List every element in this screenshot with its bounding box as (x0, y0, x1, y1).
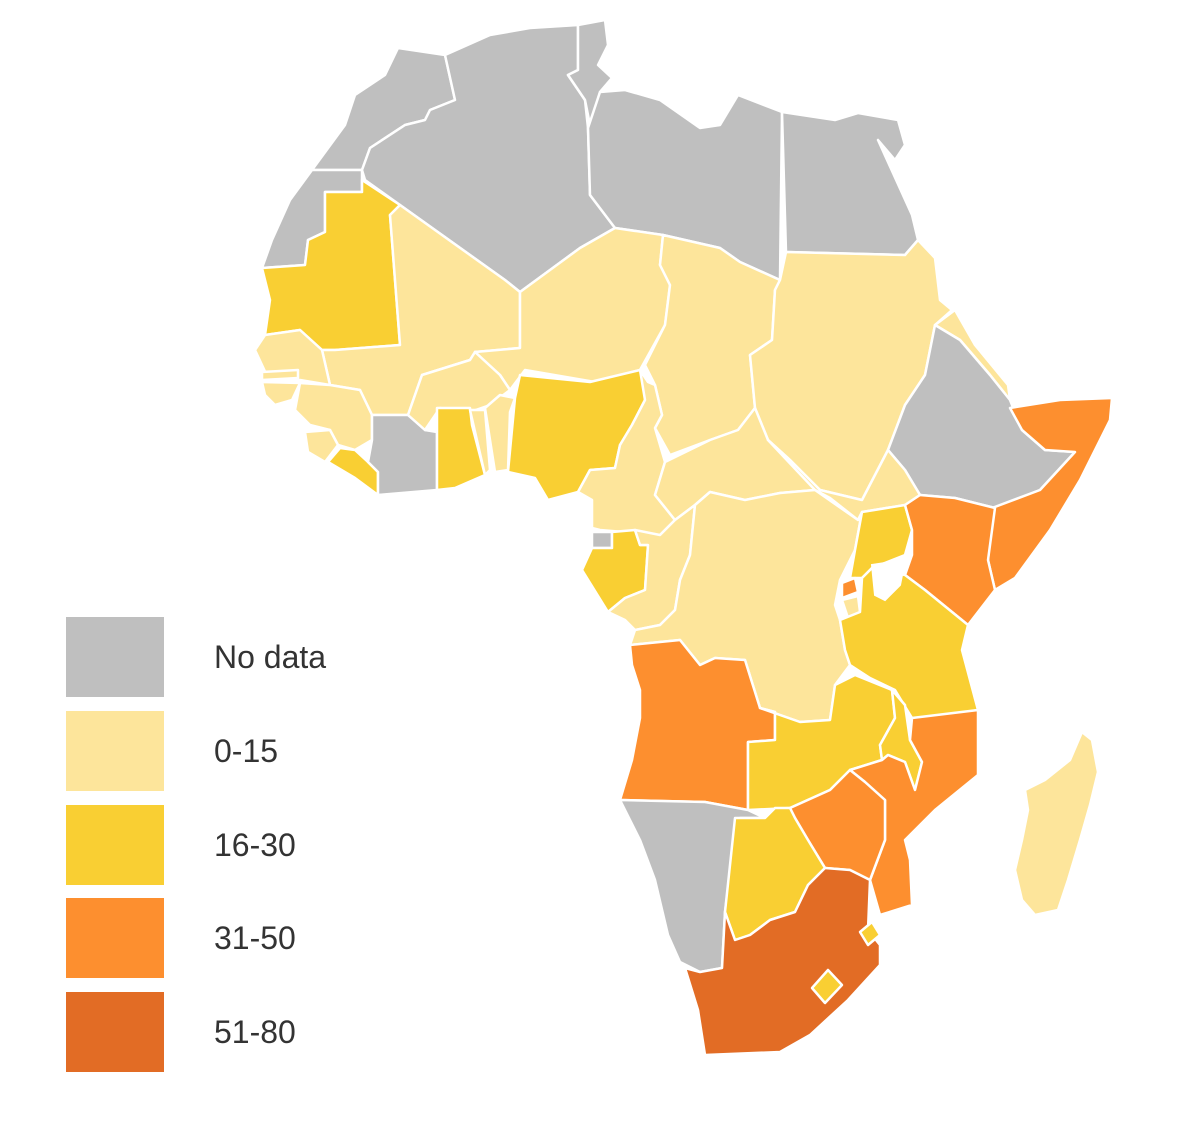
region-cameroon (576, 368, 677, 537)
region-swaziland (858, 920, 882, 947)
legend-swatch-51-80 (66, 992, 164, 1072)
region-egypt (780, 110, 920, 257)
legend-item-16-30: 16-30 (66, 805, 386, 885)
region-rwanda (840, 576, 860, 600)
legend-item-nodata: No data (66, 617, 386, 697)
legend-item-0-15: 0-15 (66, 711, 386, 791)
legend-label-0-15: 0-15 (214, 733, 279, 769)
legend-swatch-0-15 (66, 711, 164, 791)
region-benin (483, 393, 517, 474)
lake-victoria (870, 558, 907, 602)
region-guinea-bissau (260, 380, 302, 407)
region-burkina-faso (406, 350, 512, 432)
legend-label-31-50: 31-50 (214, 920, 296, 956)
legend-swatch-31-50 (66, 898, 164, 978)
legend-item-51-80: 51-80 (66, 992, 386, 1072)
legend-item-31-50: 31-50 (66, 898, 386, 978)
legend-label-51-80: 51-80 (214, 1014, 296, 1050)
legend-swatch-nodata (66, 617, 164, 697)
region-equatorial-guinea (590, 530, 614, 550)
region-madagascar (1013, 730, 1100, 917)
region-gambia (260, 368, 300, 382)
legend-label-nodata: No data (214, 639, 327, 675)
legend-label-16-30: 16-30 (214, 827, 296, 863)
region-togo (468, 408, 492, 477)
region-sierra-leone (303, 428, 340, 464)
region-south-africa (683, 866, 882, 1057)
region-kenya (903, 493, 997, 627)
region-lesotho (810, 968, 844, 1005)
legend-swatch-16-30 (66, 805, 164, 885)
